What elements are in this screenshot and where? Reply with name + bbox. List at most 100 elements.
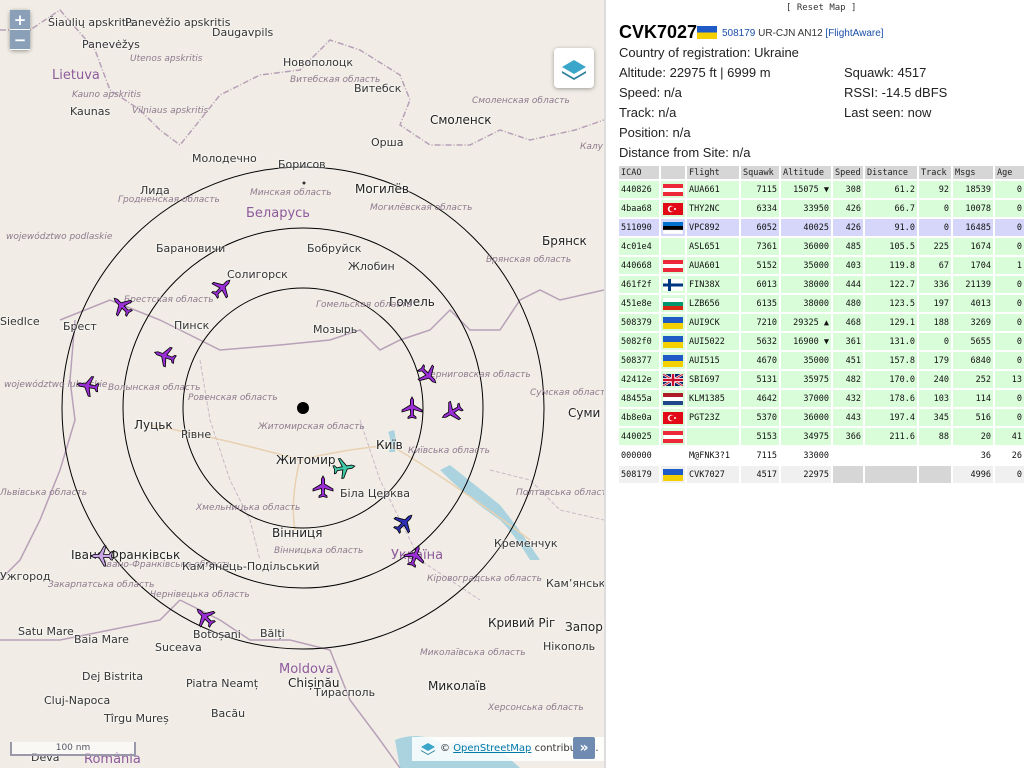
column-header-flight[interactable]: Flight	[687, 166, 739, 179]
map-view[interactable]: Šiaulių apskritis Panevėžio apskritis Pa…	[0, 0, 604, 768]
column-header-msgs[interactable]: Msgs	[953, 166, 993, 179]
cell-speed: 468	[833, 314, 863, 331]
cell-distance: 129.1	[865, 314, 917, 331]
cell-flight: ASL651	[687, 238, 739, 255]
region-label: Брестская область	[124, 295, 214, 305]
cell-track: 240	[919, 371, 951, 388]
region-label: Калу обла	[580, 142, 604, 152]
table-row[interactable]: 511090 VPC892 6052 40025 426 91.0 0 16485 0	[619, 219, 1024, 236]
finland-flag-icon	[663, 278, 683, 291]
cell-distance: 157.8	[865, 352, 917, 369]
column-header-track[interactable]: Track	[919, 166, 951, 179]
table-row[interactable]: 440826 AUA661 7115 15075 ▼ 308 61.2 92 18539 0	[619, 181, 1024, 198]
table-row[interactable]: 508377 AUI515 4670 35000 451 157.8 179 6840 0	[619, 352, 1024, 369]
cell-altitude: 35975	[781, 371, 831, 388]
city-label: Київ	[376, 438, 403, 452]
reset-map-button[interactable]: [ Reset Map ]	[786, 3, 857, 13]
aircraft-marker-icon[interactable]	[332, 456, 356, 484]
cell-altitude: 35000	[781, 352, 831, 369]
aircraft-marker-icon[interactable]	[440, 400, 464, 428]
cell-icao: 451e8e	[619, 295, 659, 312]
aircraft-marker-icon[interactable]	[76, 374, 100, 402]
region-label: Житомирская область	[258, 422, 365, 432]
city-label: Šiaulių apskritis	[48, 16, 135, 29]
aircraft-marker-icon[interactable]	[400, 396, 424, 424]
icao-link[interactable]: 508179	[722, 28, 756, 39]
region-label: Чернівецька область	[150, 590, 250, 600]
column-header-squawk[interactable]: Squawk	[741, 166, 779, 179]
cell-altitude: 15075 ▼	[781, 181, 831, 198]
table-row[interactable]: 48455a KLM1385 4642 37000 432 178.6 103 114 0	[619, 390, 1024, 407]
cell-icao: 461f2f	[619, 276, 659, 293]
cell-altitude: 36000	[781, 409, 831, 426]
cell-altitude: 29325 ▲	[781, 314, 831, 331]
table-row[interactable]: 440668 AUA601 5152 35000 403 119.8 67 1704 1	[619, 257, 1024, 274]
city-label: Гомель	[389, 295, 435, 309]
expand-sidebar-button[interactable]: »	[573, 737, 595, 759]
aircraft-marker-icon[interactable]	[416, 363, 440, 391]
cell-age: 0	[995, 314, 1024, 331]
cell-distance: 61.2	[865, 181, 917, 198]
table-row[interactable]: 4b8e0a PGT23Z 5370 36000 443 197.4 345 516 0	[619, 409, 1024, 426]
cell-speed: 366	[833, 428, 863, 445]
uk-flag-icon	[663, 373, 683, 386]
aircraft-marker-icon[interactable]	[392, 511, 416, 539]
region-label: Волынская область	[108, 383, 201, 393]
cell-distance: 170.0	[865, 371, 917, 388]
aircraft-marker-icon[interactable]	[403, 544, 427, 572]
distance-info: Distance from Site: n/a	[619, 145, 751, 160]
table-row[interactable]: 461f2f FIN38X 6013 38000 444 122.7 336 21139 0	[619, 276, 1024, 293]
column-header-age[interactable]: Age	[995, 166, 1024, 179]
table-row[interactable]: 440025 5153 34975 366 211.6 88 20 41	[619, 428, 1024, 445]
table-row[interactable]: 4baa68 THY2NC 6334 33950 426 66.7 0 10078 0	[619, 200, 1024, 217]
aircraft-marker-icon[interactable]	[210, 276, 234, 304]
cell-squawk: 6013	[741, 276, 779, 293]
table-row[interactable]: 5082f0 AUI5022 5632 16900 ▼ 361 131.0 0 5655 0	[619, 333, 1024, 350]
table-row[interactable]: 508379 AUI9CK 7210 29325 ▲ 468 129.1 188 3269 0	[619, 314, 1024, 331]
city-label: Луцьк	[134, 418, 173, 432]
table-row[interactable]: 4c01e4 ASL651 7361 36000 485 105.5 225 1674 0	[619, 238, 1024, 255]
cell-speed: 432	[833, 390, 863, 407]
cell-flight: AUA661	[687, 181, 739, 198]
table-row[interactable]: 000000 M@FNK3?1 7115 33000 36 26	[619, 447, 1024, 464]
table-row[interactable]: 451e8e LZB656 6135 38000 480 123.5 197 4013 0	[619, 295, 1024, 312]
flightaware-link[interactable]: [FlightAware]	[825, 28, 884, 39]
openstreetmap-link[interactable]: OpenStreetMap	[453, 743, 532, 754]
aircraft-marker-icon[interactable]	[193, 605, 217, 633]
cell-track: 92	[919, 181, 951, 198]
cell-flight: AUI5022	[687, 333, 739, 350]
table-row[interactable]: 508179 CVK7027 4517 22975 4996 0	[619, 466, 1024, 483]
cell-track: 345	[919, 409, 951, 426]
region-label: Гродненская область	[118, 195, 220, 205]
cell-flight: CVK7027	[687, 466, 739, 483]
column-header-flag[interactable]	[661, 166, 685, 179]
column-header-icao[interactable]: ICAO	[619, 166, 659, 179]
cell-squawk: 5131	[741, 371, 779, 388]
table-row[interactable]: 42412e SBI697 5131 35975 482 170.0 240 252 13	[619, 371, 1024, 388]
layers-button[interactable]	[554, 48, 594, 88]
cell-age: 0	[995, 200, 1024, 217]
aircraft-marker-icon[interactable]	[311, 475, 335, 503]
cell-age: 0	[995, 238, 1024, 255]
aircraft-marker-icon[interactable]	[90, 544, 114, 572]
aircraft-marker-icon[interactable]	[153, 344, 177, 372]
cell-squawk: 5153	[741, 428, 779, 445]
zoom-in-button[interactable]: +	[10, 10, 30, 30]
zoom-out-button[interactable]: −	[10, 30, 30, 50]
city-label: Могилёв	[355, 182, 409, 196]
cell-distance: 91.0	[865, 219, 917, 236]
cell-distance: 123.5	[865, 295, 917, 312]
cell-squawk: 5152	[741, 257, 779, 274]
cell-flight: AUA601	[687, 257, 739, 274]
cell-msgs: 1704	[953, 257, 993, 274]
column-header-altitude[interactable]: Altitude	[781, 166, 831, 179]
cell-distance: 131.0	[865, 333, 917, 350]
region-label: Витебская область	[290, 75, 381, 85]
region-label: Кіровоградська область	[427, 574, 542, 584]
column-header-speed[interactable]: Speed	[833, 166, 863, 179]
layers-icon	[421, 743, 435, 755]
city-label: Panevėžys	[82, 38, 140, 51]
city-label: Кам’янець-Подільський	[182, 560, 320, 573]
aircraft-marker-icon[interactable]	[110, 294, 134, 322]
column-header-distance[interactable]: Distance	[865, 166, 917, 179]
